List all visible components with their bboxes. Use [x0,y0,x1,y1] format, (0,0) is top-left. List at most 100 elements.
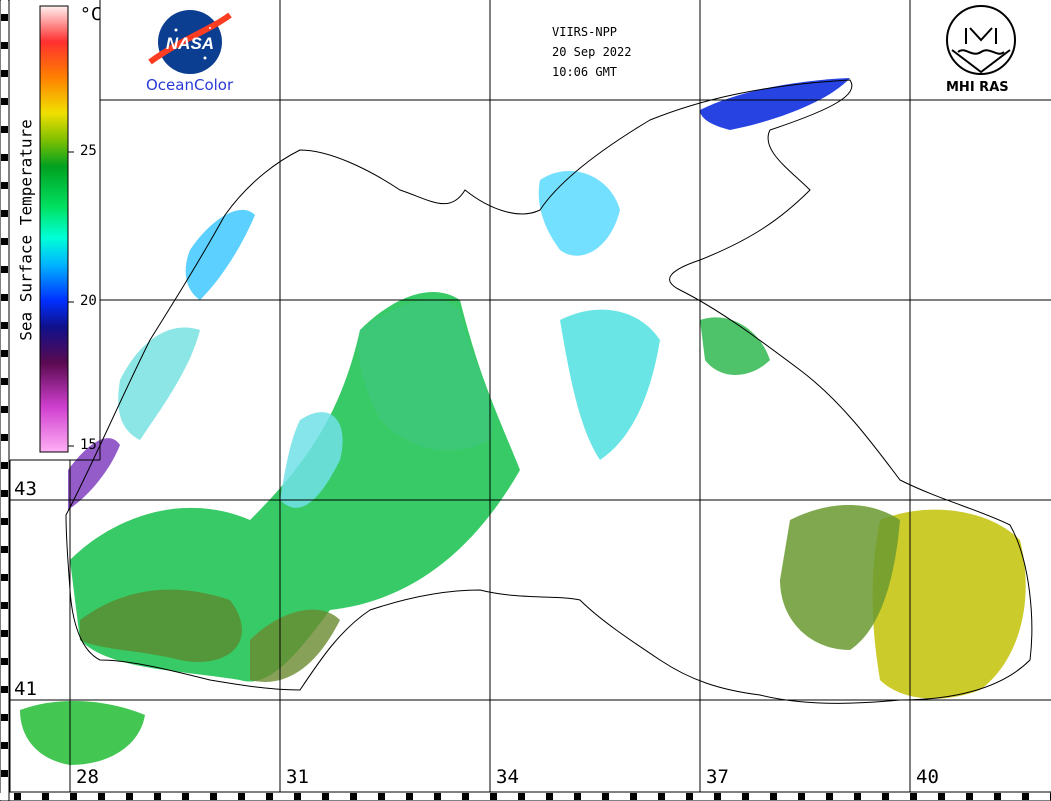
image-header: VIIRS-NPP 20 Sep 2022 10:06 GMT [552,22,631,82]
left-tick [1,476,8,483]
bottom-tick [840,793,847,800]
left-tick [1,280,8,287]
left-tick [1,126,8,133]
bottom-tick [728,793,735,800]
bottom-tick [994,793,1001,800]
left-tick [1,42,8,49]
left-tick [1,742,8,749]
bottom-tick [700,793,707,800]
bottom-tick [336,793,343,800]
bottom-tick [952,793,959,800]
left-tick [1,294,8,301]
left-tick [1,266,8,273]
left-tick [1,630,8,637]
left-tick [1,518,8,525]
left-tick [1,252,8,259]
bottom-tick [266,793,273,800]
left-tick [1,308,8,315]
bottom-tick [924,793,931,800]
bottom-tick [910,793,917,800]
sst-imagery [20,78,1026,765]
bottom-tick [686,793,693,800]
bottom-tick [882,793,889,800]
left-tick [1,658,8,665]
bottom-tick [56,793,63,800]
left-tick [1,154,8,161]
bottom-tick [14,793,21,800]
left-tick [1,70,8,77]
left-tick [1,448,8,455]
longitude-label-37: 37 [706,766,729,788]
mhi-ras-logo-text: MHI RAS [946,80,1009,95]
bottom-tick [854,793,861,800]
left-tick [1,0,8,7]
colorbar-title: Sea Surface Temperature [16,119,36,341]
left-tick [1,602,8,609]
bottom-tick [126,793,133,800]
left-tick [1,196,8,203]
bottom-tick [560,793,567,800]
left-tick [1,238,8,245]
left-tick [1,784,8,791]
satellite-name: VIIRS-NPP [552,25,618,39]
left-tick [1,700,8,707]
left-tick [1,644,8,651]
left-tick [1,490,8,497]
bottom-tick [98,793,105,800]
bottom-tick [742,793,749,800]
bottom-tick [280,793,287,800]
bottom-tick [238,793,245,800]
left-tick [1,112,8,119]
colorbar-tick-25: 25 [80,143,97,159]
left-tick [1,14,8,21]
bottom-tick [196,793,203,800]
bottom-tick [1008,793,1015,800]
coastline [65,79,1033,704]
left-tick [1,182,8,189]
bottom-tick [490,793,497,800]
grid-lines [9,0,1051,801]
bottom-tick [182,793,189,800]
bottom-tick [504,793,511,800]
oceancolor-logo-text: OceanColor [146,76,234,94]
left-tick [1,574,8,581]
bottom-tick [224,793,231,800]
left-tick [1,770,8,777]
colorbar-tick-20: 20 [80,293,97,309]
bottom-tick [812,793,819,800]
bottom-tick [462,793,469,800]
acquisition-date: 20 Sep 2022 [552,45,632,59]
left-tick [1,728,8,735]
bottom-tick [392,793,399,800]
left-tick [1,350,8,357]
left-tick [1,56,8,63]
bottom-tick [532,793,539,800]
bottom-tick [896,793,903,800]
bottom-tick [602,793,609,800]
bottom-tick [322,793,329,800]
bottom-tick [966,793,973,800]
longitude-label-34: 34 [496,766,519,788]
left-tick [1,686,8,693]
bottom-tick [546,793,553,800]
bottom-tick [70,793,77,800]
bottom-tick [252,793,259,800]
bottom-tick [140,793,147,800]
left-tick [1,140,8,147]
bottom-tick [868,793,875,800]
bottom-tick [420,793,427,800]
left-tick [1,392,8,399]
left-tick [1,98,8,105]
bottom-tick [644,793,651,800]
left-tick [1,462,8,469]
latitude-label-43: 43 [14,478,37,500]
latitude-label-41: 41 [14,678,37,700]
nasa-logo-icon: NASA [148,10,232,74]
left-tick [1,28,8,35]
bottom-tick [1036,793,1043,800]
bottom-tick [350,793,357,800]
bottom-tick [154,793,161,800]
colorbar-tick-15: 15 [80,437,97,453]
left-tick [1,406,8,413]
